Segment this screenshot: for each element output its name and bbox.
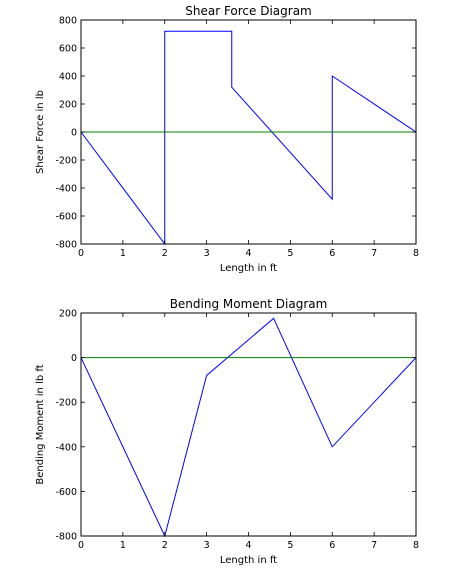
x-tick-label: 4 — [245, 540, 251, 551]
x-tick-label: 4 — [245, 248, 251, 259]
y-tick-label: 800 — [59, 16, 77, 27]
x-tick-label: 3 — [204, 540, 210, 551]
x-tick-label: 3 — [204, 248, 210, 259]
series-line-1 — [80, 317, 417, 538]
chart-title: Shear Force Diagram — [185, 4, 312, 18]
y-tick-label: -600 — [55, 487, 77, 498]
x-tick-label: 5 — [287, 248, 293, 259]
x-tick-label: 7 — [371, 540, 377, 551]
y-tick-label: -600 — [55, 212, 77, 223]
y-tick-label: 400 — [59, 72, 77, 83]
x-tick-label: 1 — [120, 248, 126, 259]
y-tick-label: -400 — [55, 442, 77, 453]
chart-title: Bending Moment Diagram — [170, 297, 328, 311]
x-tick-label: 2 — [162, 540, 168, 551]
y-tick-label: -800 — [55, 532, 77, 543]
y-tick-label: 200 — [59, 100, 77, 111]
x-tick-label: 6 — [329, 540, 335, 551]
y-tick-label: -200 — [55, 398, 77, 409]
x-tick-label: 0 — [78, 540, 84, 551]
y-axis-label: Shear Force in lb — [35, 90, 46, 174]
plot-frame — [80, 312, 417, 537]
x-tick-label: 2 — [162, 248, 168, 259]
chart-1: 0 1 2 3 4 5 6 7 8 -800 -600 -400 -200 0 200 400 600 800 Sh… — [35, 4, 419, 274]
x-axis-label: Length in ft — [220, 555, 277, 566]
y-axis-label: Bending Moment in lb ft — [35, 364, 46, 484]
x-tick-label: 1 — [120, 540, 126, 551]
y-tick-label: -800 — [55, 240, 77, 251]
y-tick-label: 200 — [59, 309, 77, 320]
y-tick-label: 600 — [59, 44, 77, 55]
x-tick-label: 0 — [78, 248, 84, 259]
y-tick-label: -200 — [55, 156, 77, 167]
y-tick-label: -400 — [55, 184, 77, 195]
x-tick-label: 5 — [287, 540, 293, 551]
x-tick-label: 6 — [329, 248, 335, 259]
y-tick-label: 0 — [71, 353, 77, 364]
x-tick-label: 8 — [413, 248, 419, 259]
series-line-1 — [80, 30, 417, 246]
x-axis-label: Length in ft — [220, 263, 277, 274]
chart-2: 0 1 2 3 4 5 6 7 8 -800 -600 -400 -200 0 200 Bending Mom… — [35, 297, 419, 566]
x-tick-label: 7 — [371, 248, 377, 259]
y-tick-label: 0 — [71, 128, 77, 139]
x-tick-label: 8 — [413, 540, 419, 551]
